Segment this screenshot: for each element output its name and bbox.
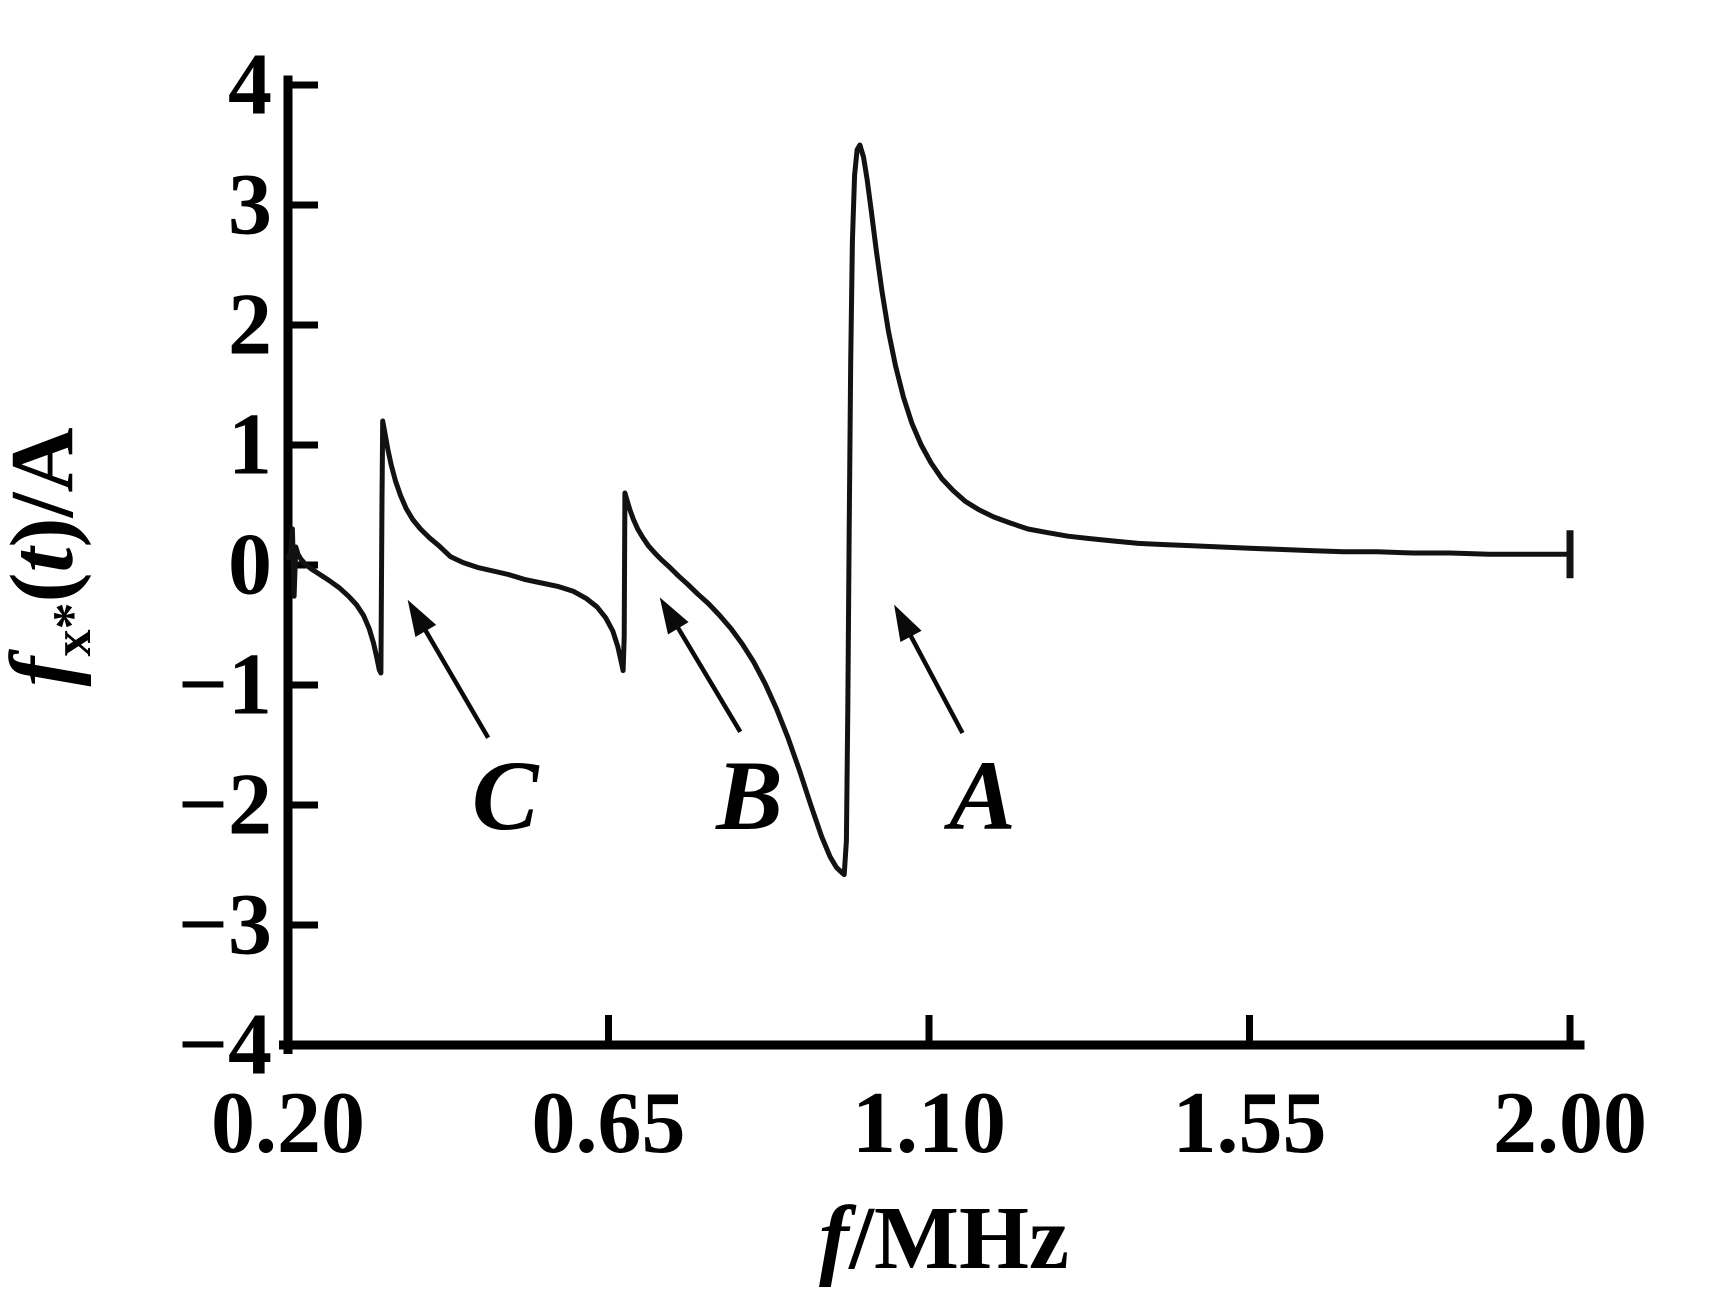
y-tick-label: 2 — [228, 277, 272, 374]
x-tick-label: 0.65 — [532, 1075, 686, 1172]
y-axis-title-part: * — [42, 603, 102, 630]
signal-curve — [285, 142, 1573, 878]
y-axis-title-part: x — [42, 630, 102, 657]
x-tick-label: 1.55 — [1173, 1075, 1327, 1172]
annotation-label-C: C — [472, 740, 540, 851]
annotation-arrow-shaft-C — [421, 626, 491, 739]
annotation-label-A: A — [943, 740, 1016, 851]
x-axis-title: f/MHz — [819, 1189, 1069, 1288]
y-tick-label: −1 — [178, 637, 272, 734]
annotation-arrow-head-C — [407, 599, 437, 637]
y-tick-label: 0 — [228, 517, 272, 614]
y-tick-label: 3 — [228, 157, 272, 254]
x-tick-label: 2.00 — [1493, 1075, 1647, 1172]
x-tick-label: 0.20 — [211, 1075, 365, 1172]
y-axis-title-part: t — [0, 545, 92, 573]
y-tick-label: 4 — [228, 37, 272, 134]
y-tick-label: −4 — [178, 997, 272, 1094]
y-tick-label: 1 — [228, 397, 272, 494]
y-axis-title-part: )/A — [0, 428, 92, 548]
annotation-arrow-head-A — [894, 604, 922, 643]
annotation-label-B: B — [715, 740, 783, 851]
y-axis-title: fx*(t)/A — [0, 428, 102, 687]
y-tick-label: −2 — [178, 757, 272, 854]
y-axis-title-part: ( — [0, 573, 92, 603]
annotation-arrow-head-B — [659, 597, 689, 635]
y-tick-label: −3 — [178, 877, 272, 974]
x-tick-label: 1.10 — [852, 1075, 1006, 1172]
x-axis-title-part: /MHz — [848, 1189, 1069, 1288]
annotation-arrow-shaft-A — [907, 631, 965, 735]
annotation-arrow-shaft-B — [674, 623, 743, 733]
